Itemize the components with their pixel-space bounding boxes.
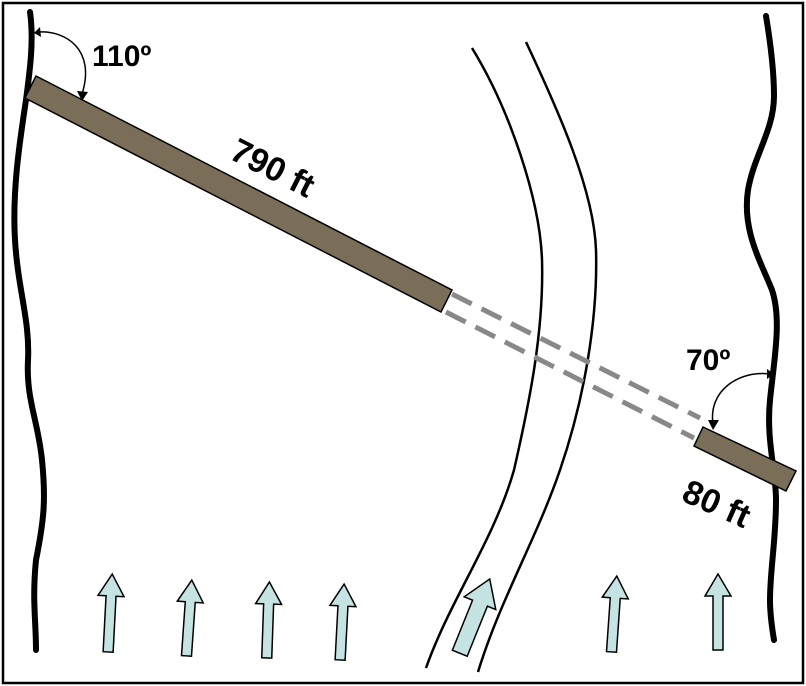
right-angle-label: 70º [686, 344, 730, 377]
gap-dashed-line-lower [444, 309, 696, 441]
up-arrow-icon [328, 582, 358, 662]
up-arrow-icon [703, 572, 733, 651]
up-arrow-icon [96, 572, 126, 654]
up-arrow-icon [254, 580, 283, 659]
left-angle-label: 110º [92, 40, 151, 73]
up-arrow-icon [600, 574, 630, 654]
curved-arrow-icon [708, 420, 719, 430]
curved-arrow-icon [767, 369, 774, 379]
left-angle-arc [37, 31, 87, 95]
up-arrow-icon [175, 578, 205, 658]
left-bank-line [11, 9, 47, 653]
long-structure-bar [23, 74, 454, 314]
curved-arrow-icon [77, 91, 88, 101]
curved-arrow-icon [34, 27, 41, 37]
short-length-label: 80 ft [677, 473, 756, 536]
right-bank-line [743, 13, 780, 643]
up-arrow-icon [451, 577, 497, 658]
channel-left-line [424, 47, 544, 669]
right-angle-arc [711, 372, 771, 425]
gap-dashed-line-upper [450, 291, 702, 421]
flow-arrows [96, 572, 733, 662]
short-structure-bar [693, 426, 798, 493]
